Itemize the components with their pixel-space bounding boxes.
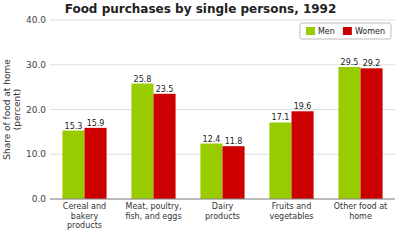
- chart: Food purchases by single persons, 1992 0.…: [0, 0, 401, 237]
- legend-swatch: [306, 27, 315, 35]
- data-label: 15.9: [87, 119, 105, 128]
- y-tick-label: 10.0: [26, 149, 46, 159]
- y-tick-label: 20.0: [26, 105, 46, 115]
- bar: [361, 68, 383, 199]
- data-label: 23.5: [156, 85, 174, 94]
- data-label: 17.1: [272, 113, 290, 122]
- data-label: 11.8: [225, 137, 243, 146]
- grid-line: [50, 199, 395, 200]
- x-tick-label: Meat, poultry,fish, and eggs: [125, 202, 181, 221]
- bar: [223, 146, 245, 199]
- bar: [131, 84, 153, 199]
- bar: [269, 122, 291, 199]
- data-label: 29.2: [363, 59, 381, 68]
- data-label: 29.5: [341, 58, 359, 67]
- grid-line: [50, 20, 395, 21]
- legend-swatch: [343, 27, 352, 35]
- x-tick-label: Cereal andbakeryproducts: [63, 202, 106, 230]
- data-label: 15.3: [65, 122, 83, 131]
- legend-label: Women: [355, 27, 385, 36]
- y-axis-label: Share of food at home(percent): [2, 59, 22, 160]
- bar: [62, 131, 84, 199]
- y-tick-label: 40.0: [26, 15, 46, 25]
- bar: [85, 128, 107, 199]
- x-tick-label: Other food athome: [334, 202, 388, 221]
- bars: [62, 67, 382, 199]
- data-label: 12.4: [203, 135, 221, 144]
- y-tick-label: 0.0: [32, 194, 47, 204]
- title: Food purchases by single persons, 1992: [65, 2, 337, 16]
- legend-label: Men: [318, 27, 335, 36]
- x-tick-label: Dairyproducts: [205, 202, 240, 221]
- data-label: 25.8: [134, 75, 152, 84]
- x-axis-line: [50, 199, 395, 200]
- bar: [154, 94, 176, 199]
- bar: [200, 144, 222, 199]
- legend: Men Women: [300, 23, 391, 39]
- data-label: 19.6: [294, 102, 312, 111]
- legend-box: [300, 23, 391, 39]
- data-labels: 15.3 25.8 12.4 17.1 29.5 15.9 23.5 11.8 19.6 29.2: [65, 58, 381, 146]
- bar: [338, 67, 360, 199]
- x-tick-label: Fruits andvegetables: [269, 202, 313, 221]
- bar: [292, 111, 314, 199]
- y-tick-label: 30.0: [26, 60, 46, 70]
